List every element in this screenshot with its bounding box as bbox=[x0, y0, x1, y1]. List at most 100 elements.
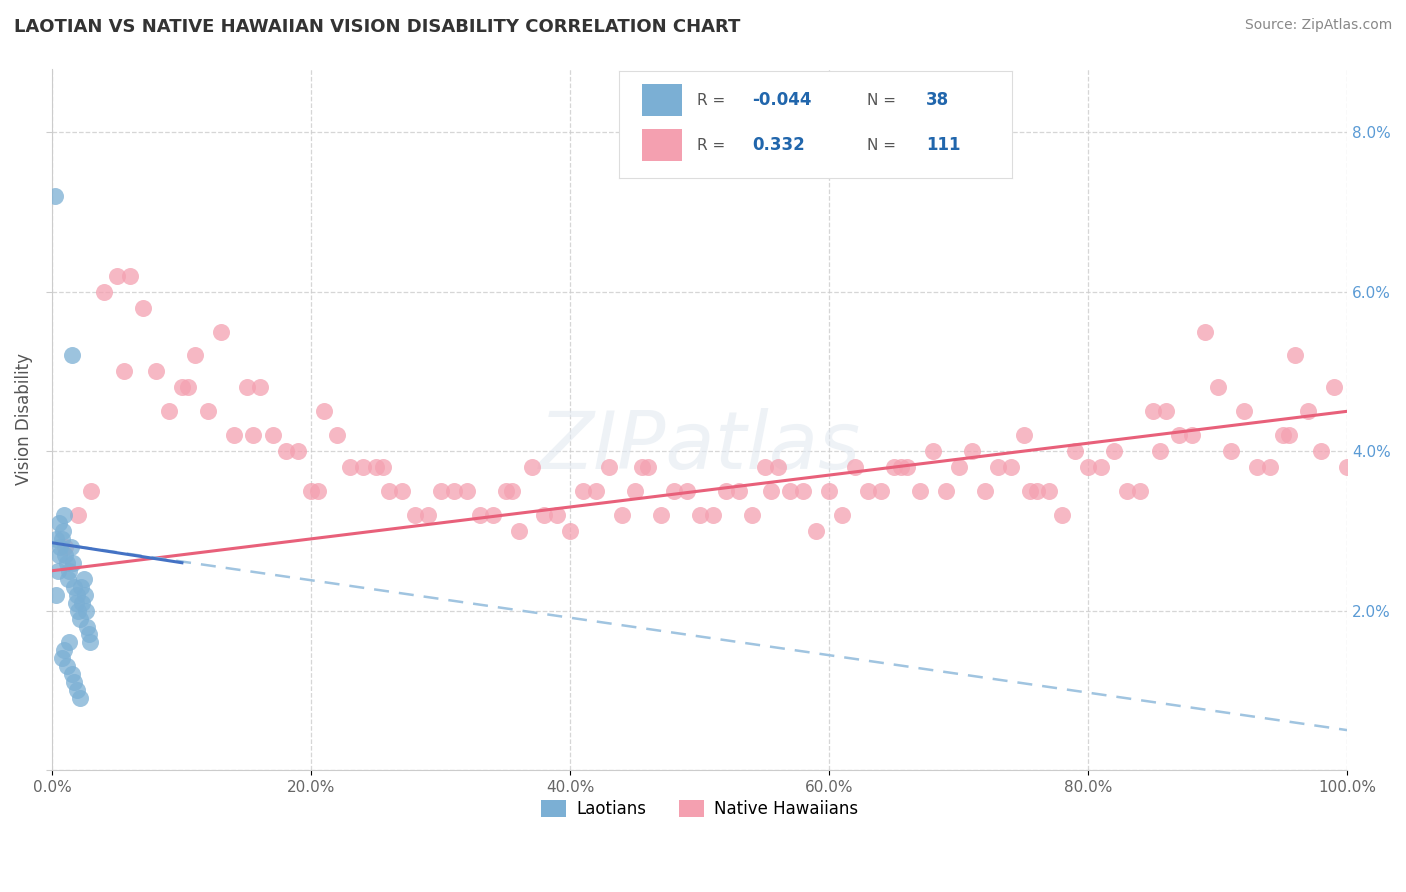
Point bbox=[56, 572, 79, 586]
Point bbox=[1258, 460, 1281, 475]
Point bbox=[262, 428, 284, 442]
Point bbox=[702, 508, 724, 522]
Point bbox=[637, 460, 659, 475]
Point bbox=[689, 508, 711, 522]
Point bbox=[371, 460, 394, 475]
Text: R =: R = bbox=[697, 93, 731, 108]
Point bbox=[58, 564, 80, 578]
Point bbox=[1000, 460, 1022, 475]
Point bbox=[170, 380, 193, 394]
Point bbox=[870, 483, 893, 498]
Point bbox=[662, 483, 685, 498]
Point bbox=[378, 483, 401, 498]
Point bbox=[70, 580, 93, 594]
Point bbox=[391, 483, 413, 498]
Text: R =: R = bbox=[697, 137, 731, 153]
Point bbox=[1278, 428, 1301, 442]
Point bbox=[806, 524, 828, 538]
Point bbox=[741, 508, 763, 522]
Point bbox=[79, 635, 101, 649]
Point bbox=[630, 460, 652, 475]
Point bbox=[60, 667, 83, 681]
Point bbox=[456, 483, 478, 498]
Point bbox=[1181, 428, 1204, 442]
Point bbox=[55, 540, 77, 554]
Point bbox=[766, 460, 789, 475]
Point bbox=[77, 627, 100, 641]
Bar bbox=[643, 84, 682, 116]
Point bbox=[62, 556, 84, 570]
Point bbox=[650, 508, 672, 522]
Point bbox=[63, 675, 86, 690]
Point bbox=[45, 588, 67, 602]
Text: -0.044: -0.044 bbox=[752, 91, 813, 109]
Point bbox=[922, 444, 945, 458]
Point bbox=[67, 508, 90, 522]
Point bbox=[404, 508, 426, 522]
Point bbox=[93, 285, 115, 299]
Point bbox=[779, 483, 801, 498]
Point bbox=[80, 483, 103, 498]
Point bbox=[831, 508, 853, 522]
Point bbox=[209, 325, 232, 339]
Point bbox=[299, 483, 322, 498]
Point bbox=[585, 483, 607, 498]
Point bbox=[76, 619, 98, 633]
Point bbox=[112, 364, 135, 378]
Text: ZIP​atlas: ZIP​atlas bbox=[538, 409, 860, 486]
Point bbox=[1077, 460, 1099, 475]
Point bbox=[1194, 325, 1216, 339]
Point bbox=[533, 508, 555, 522]
Point bbox=[948, 460, 970, 475]
Point bbox=[1271, 428, 1294, 442]
Point bbox=[1323, 380, 1346, 394]
Point bbox=[1090, 460, 1112, 475]
Point bbox=[1019, 483, 1042, 498]
Point bbox=[727, 483, 749, 498]
Point bbox=[287, 444, 309, 458]
Point bbox=[63, 580, 86, 594]
Point bbox=[46, 564, 69, 578]
Point bbox=[1129, 483, 1152, 498]
Point bbox=[314, 404, 336, 418]
Point bbox=[844, 460, 866, 475]
Point bbox=[1142, 404, 1164, 418]
Text: LAOTIAN VS NATIVE HAWAIIAN VISION DISABILITY CORRELATION CHART: LAOTIAN VS NATIVE HAWAIIAN VISION DISABI… bbox=[14, 18, 741, 36]
Point bbox=[1336, 460, 1358, 475]
Point bbox=[69, 611, 91, 625]
Point bbox=[51, 651, 73, 665]
Text: N =: N = bbox=[866, 93, 900, 108]
Point bbox=[326, 428, 349, 442]
Point bbox=[55, 659, 77, 673]
Point bbox=[1116, 483, 1139, 498]
Point bbox=[430, 483, 453, 498]
Point bbox=[55, 556, 77, 570]
Point bbox=[468, 508, 491, 522]
Point bbox=[48, 548, 70, 562]
Point bbox=[1038, 483, 1060, 498]
Point bbox=[1246, 460, 1268, 475]
Point bbox=[184, 349, 207, 363]
Point bbox=[67, 603, 90, 617]
Point bbox=[307, 483, 329, 498]
Point bbox=[72, 572, 94, 586]
Bar bbox=[643, 129, 682, 161]
Point bbox=[973, 483, 995, 498]
Point bbox=[890, 460, 912, 475]
Point bbox=[49, 540, 72, 554]
Point bbox=[66, 588, 89, 602]
Point bbox=[59, 540, 82, 554]
Point bbox=[1012, 428, 1035, 442]
Text: Source: ZipAtlas.com: Source: ZipAtlas.com bbox=[1244, 18, 1392, 32]
Point bbox=[598, 460, 620, 475]
Point bbox=[612, 508, 634, 522]
Point bbox=[520, 460, 543, 475]
Point bbox=[51, 532, 73, 546]
Point bbox=[572, 483, 595, 498]
Text: N =: N = bbox=[866, 137, 900, 153]
Point bbox=[274, 444, 297, 458]
Point bbox=[45, 532, 67, 546]
Point bbox=[60, 349, 83, 363]
Point bbox=[1052, 508, 1074, 522]
Point bbox=[65, 596, 87, 610]
